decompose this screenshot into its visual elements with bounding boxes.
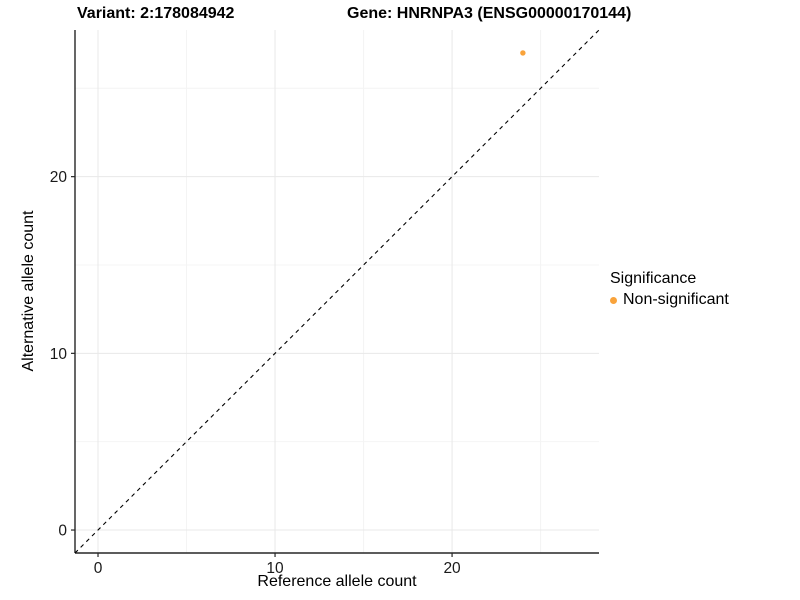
x-tick-label: 20 xyxy=(443,560,461,577)
data-point xyxy=(520,50,526,56)
x-tick-label: 10 xyxy=(266,560,284,577)
legend-entry: Non-significant xyxy=(610,291,729,309)
x-tick-label: 0 xyxy=(94,560,103,577)
y-tick-label: 20 xyxy=(50,169,68,186)
legend: Significance Non-significant xyxy=(610,270,729,309)
legend-point-icon xyxy=(610,296,617,304)
gene-title: Gene: HNRNPA3 (ENSG00000170144) xyxy=(347,5,632,22)
y-tick-label: 0 xyxy=(58,523,67,540)
identity-reference-line xyxy=(74,29,600,554)
y-axis-title: Alternative allele count xyxy=(20,210,37,372)
x-axis-title: Reference allele count xyxy=(257,573,417,590)
y-tick-label: 10 xyxy=(50,346,68,363)
variant-title: Variant: 2:178084942 xyxy=(77,5,235,22)
legend-entry-label: Non-significant xyxy=(623,291,729,308)
legend-title: Significance xyxy=(610,270,697,287)
